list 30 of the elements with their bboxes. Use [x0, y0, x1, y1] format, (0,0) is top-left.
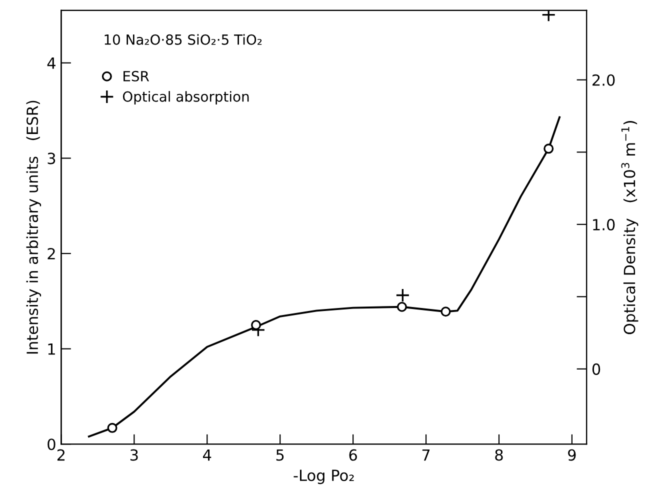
- point: [107, 422, 118, 433]
- y-axis-title: Intensity in arbitrary units (ESR): [26, 100, 42, 354]
- line-series: [88, 116, 561, 438]
- x-tick-label: 7: [422, 449, 430, 461]
- point: [396, 288, 410, 302]
- y2-axis-title: Optical Density (x10$^{3}$ m$^{−1}$): [621, 121, 638, 334]
- x-tick-label: 4: [203, 449, 212, 461]
- point: [544, 144, 554, 154]
- y-tick-label: 3: [48, 152, 56, 164]
- x-tick-label: 3: [130, 449, 138, 461]
- y2-tick-label: 0: [592, 363, 600, 375]
- x-tick-label: 6: [349, 449, 357, 461]
- point: [396, 302, 407, 312]
- y2-tick-label: 1.0: [593, 218, 615, 230]
- point: [251, 320, 262, 330]
- x-axis-title: -Log Po₂: [294, 470, 354, 484]
- legend-label: Optical absorption: [122, 91, 249, 105]
- legend-label: ESR: [124, 70, 150, 82]
- y-tick-label: 0: [48, 438, 56, 450]
- point: [440, 306, 451, 317]
- y-tick-label: 1: [48, 343, 55, 355]
- annotation: 10 Na₂O·85 SiO₂·5 TiO₂: [104, 34, 262, 45]
- x-tick-label: 5: [276, 449, 284, 461]
- x-tick-label: 2: [57, 449, 65, 461]
- y2-tick-label: 2.0: [592, 74, 615, 86]
- x-tick-label: 8: [495, 449, 503, 461]
- point: [542, 10, 556, 22]
- x-tick-label: 9: [568, 449, 576, 461]
- y-tick-label: 4: [47, 58, 56, 69]
- y-tick-label: 2: [48, 248, 55, 260]
